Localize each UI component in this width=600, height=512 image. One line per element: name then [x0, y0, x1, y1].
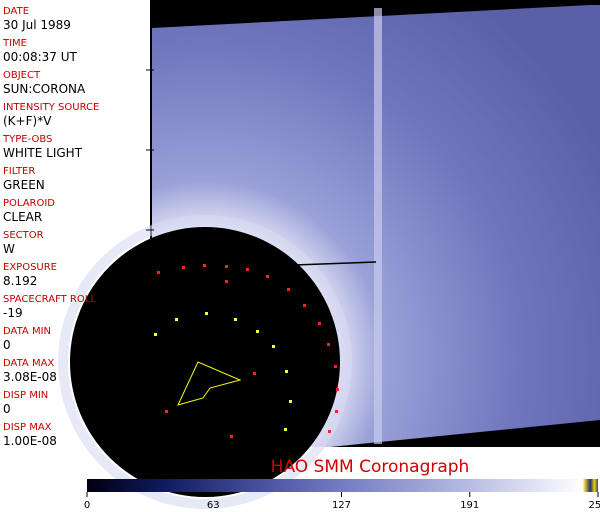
field-value: 0	[3, 402, 11, 416]
field-label: DATA MIN	[3, 326, 51, 337]
field-value: 0	[3, 338, 11, 352]
red-dots	[157, 264, 339, 438]
overlay-triangle	[177, 361, 242, 406]
field-label: OBJECT	[3, 70, 41, 81]
field-value: CLEAR	[3, 210, 42, 224]
field-label: DISP MAX	[3, 422, 52, 433]
field-label: DATA MAX	[3, 358, 54, 369]
yellow-dots	[154, 312, 292, 431]
colorbar	[87, 479, 598, 492]
tick-marks	[146, 69, 211, 455]
field-label: DISP MIN	[3, 390, 48, 401]
colorbar-tick-label: 191	[460, 500, 479, 511]
field-label: TIME	[2, 38, 27, 49]
field-label: TYPE-OBS	[2, 134, 52, 145]
field-label: EXPOSURE	[3, 262, 57, 273]
field-label: SECTOR	[3, 230, 44, 241]
field-value: SUN:CORONA	[3, 82, 86, 96]
colorbar-tick-label: 63	[207, 500, 220, 511]
field-value: -19	[3, 306, 23, 320]
colorbar-tick-label: 255	[588, 500, 600, 511]
occulting-disk	[70, 227, 340, 497]
colorbar-tick-label: 0	[84, 500, 90, 511]
field-value: 30 Jul 1989	[3, 18, 71, 32]
colorbar-tick-label: 127	[332, 500, 351, 511]
field-label: SPACECRAFT ROLL	[3, 294, 96, 305]
ring	[58, 215, 352, 509]
field-label: INTENSITY SOURCE	[3, 102, 99, 113]
streamer	[374, 8, 382, 444]
pylon-line	[157, 261, 377, 271]
field-label: FILTER	[3, 166, 35, 177]
field-value: 3.08E-08	[3, 370, 57, 384]
title: HAO SMM Coronagraph	[271, 457, 470, 477]
field-label: DATE	[3, 6, 29, 17]
field-value: 1.00E-08	[3, 434, 57, 448]
field-value: 8.192	[3, 274, 37, 288]
field-value: WHITE LIGHT	[3, 146, 83, 160]
field-value: GREEN	[3, 178, 45, 192]
field-label: POLAROID	[3, 198, 55, 209]
field-value: W	[3, 242, 15, 256]
field-value: 00:08:37 UT	[3, 50, 77, 64]
field-value: (K+F)*V	[3, 114, 52, 128]
